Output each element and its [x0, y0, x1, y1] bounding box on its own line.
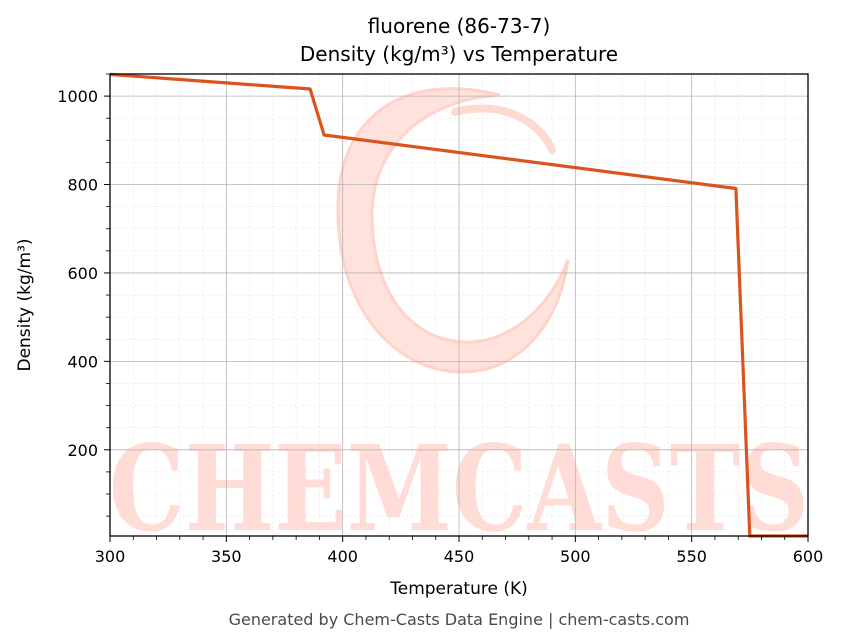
watermark-logo-arc [451, 104, 556, 154]
x-axis-label: Temperature (K) [389, 579, 528, 599]
watermark-logo-swirl [336, 87, 570, 374]
x-tick-label: 350 [211, 547, 242, 566]
x-tick-label: 500 [560, 547, 591, 566]
chart-subtitle: Density (kg/m³) vs Temperature [300, 42, 618, 66]
y-tick-label: 600 [67, 264, 98, 283]
y-axis-label: Density (kg/m³) [15, 238, 35, 371]
footer-credit: Generated by Chem-Casts Data Engine | ch… [229, 610, 690, 629]
x-tick-label: 400 [327, 547, 358, 566]
y-tick-label: 800 [67, 176, 98, 195]
x-tick-label: 300 [95, 547, 126, 566]
x-axis-ticks: 300 350 400 450 500 550 600 [95, 536, 824, 566]
x-tick-label: 600 [793, 547, 824, 566]
y-tick-label: 1000 [57, 87, 98, 106]
x-tick-label: 450 [444, 547, 475, 566]
y-tick-label: 400 [67, 352, 98, 371]
chart-title: fluorene (86-73-7) [368, 14, 551, 38]
y-tick-label: 200 [67, 441, 98, 460]
x-tick-label: 550 [676, 547, 707, 566]
y-axis-ticks: 200 400 600 800 1000 [57, 73, 110, 517]
